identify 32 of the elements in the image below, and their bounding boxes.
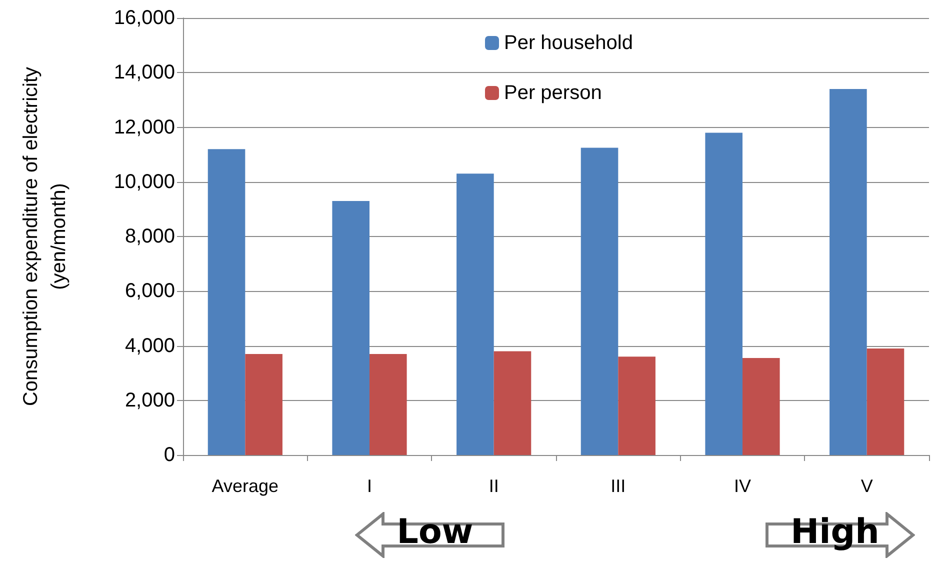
y-tick-label: 0 [164,444,175,466]
x-tick-label: Average [212,476,279,496]
bar [456,174,494,455]
y-axis-title: Consumption expenditure of electricity (yen/month) [20,66,70,406]
bar [245,354,282,455]
x-tick-label: IV [734,476,752,496]
bar [494,351,532,455]
bar [618,356,656,455]
bar [580,148,618,455]
legend-label: Per household [504,32,633,54]
y-tick-label: 12,000 [114,116,175,138]
y-tick-label: 16,000 [114,7,175,29]
y-tick-label: 10,000 [114,170,175,193]
text: High [790,512,880,554]
bar [705,132,742,455]
y-tick-label: 4,000 [124,334,175,357]
bar [208,149,246,455]
bar [332,200,370,455]
x-tick-label: I [366,476,372,496]
bar [830,89,867,455]
bar [742,358,780,455]
legend-label: Per person [504,82,602,104]
y-tick-label: 2,000 [124,389,175,412]
bar [370,354,407,455]
y-tick-label: 8,000 [124,226,175,248]
bar [866,348,904,455]
y-tick-label: 6,000 [124,280,175,302]
x-tick-label: V [860,476,873,496]
y-tick-label: 14,000 [114,62,175,84]
x-tick-label: II [488,476,499,496]
x-tick-label: III [610,476,626,496]
text: Low [396,512,474,554]
